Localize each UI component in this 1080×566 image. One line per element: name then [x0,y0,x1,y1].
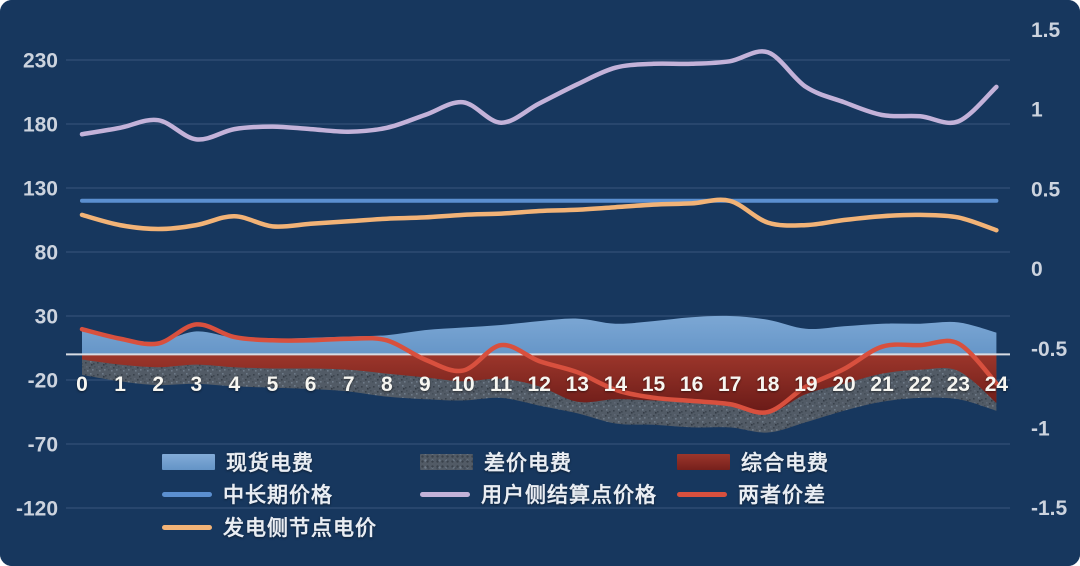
x-axis-tick-label: 19 [794,373,817,396]
legend-item-5: 两者价差 [677,479,826,509]
x-axis-tick-label: 4 [229,373,241,396]
legend-item-6: 发电侧节点电价 [162,512,377,542]
legend-item-4: 用户侧结算点价格 [420,479,657,509]
right-axis-tick-label: 1.5 [1031,19,1061,42]
left-axis-tick-label: 80 [35,242,58,265]
x-axis-tick-label: 8 [381,373,393,396]
right-axis-tick-label: -0.5 [1031,338,1068,361]
legend-line-swatch [677,491,727,497]
x-axis-tick-label: 17 [718,373,741,396]
area-spot-fee [82,315,997,355]
right-axis-tick-label: -1 [1031,418,1050,441]
left-axis-tick-label: -70 [28,434,58,457]
legend-label: 发电侧节点电价 [223,517,377,540]
legend-label: 现货电费 [226,452,314,475]
x-axis-tick-label: 2 [152,373,164,396]
area-comprehensive-fee [82,354,997,414]
left-axis-tick-label: -20 [28,370,58,393]
legend-area-swatch [677,454,730,470]
legend-label: 两者价差 [738,484,826,507]
x-axis-tick-label: 16 [680,373,703,396]
x-axis-tick-label: 22 [909,373,932,396]
line-price-spread [79,322,999,415]
legend-line-swatch [162,524,212,530]
x-axis-tick-label: 0 [76,373,88,396]
legend-item-1: 差价电费 [420,447,572,477]
x-axis-tick-label: 13 [566,373,589,396]
legend-line-swatch [420,491,470,497]
left-axis-tick-label: -120 [16,498,58,521]
legend-item-2: 综合电费 [677,447,829,477]
x-axis-tick-label: 6 [305,373,317,396]
legend-label: 中长期价格 [223,484,333,507]
x-axis-tick-label: 24 [985,373,1009,396]
line-generation-side-node-price [79,197,999,233]
legend-item-3: 中长期价格 [162,479,333,509]
legend-label: 综合电费 [741,452,829,475]
x-axis-tick-label: 23 [947,373,970,396]
right-axis-tick-label: 1 [1031,99,1043,122]
x-axis-tick-label: 5 [267,373,279,396]
x-axis-tick-label: 15 [642,373,666,396]
left-axis-tick-label: 230 [23,50,58,73]
left-axis-tick-label: 130 [23,178,58,201]
x-axis-tick-label: 21 [870,373,894,396]
x-axis-tick-label: 14 [604,373,628,396]
right-axis-tick-label: 0 [1031,258,1043,281]
x-axis-tick-label: 7 [343,373,355,396]
x-axis-tick-label: 20 [832,373,855,396]
legend-pattern-swatch [420,454,473,470]
right-axis-tick-label: 0.5 [1031,178,1061,201]
x-axis-tick-label: 18 [756,373,780,396]
right-axis-tick-label: -1.5 [1031,497,1068,520]
x-axis-tick-label: 10 [451,373,474,396]
x-axis-tick-label: 1 [114,373,126,396]
left-axis-tick-label: 180 [23,114,58,137]
left-axis-tick-label: 30 [35,306,58,329]
x-axis-tick-label: 12 [528,373,551,396]
x-axis-tick-label: 11 [490,373,513,396]
legend-label: 用户侧结算点价格 [481,484,657,507]
x-axis-tick-label: 3 [190,373,202,396]
legend-label: 差价电费 [484,452,572,475]
legend-area-swatch [162,454,215,470]
legend-item-0: 现货电费 [162,447,314,477]
line-user-side-settlement-price [79,49,999,142]
legend-line-swatch [162,491,212,497]
x-axis-tick-label: 9 [419,373,431,396]
